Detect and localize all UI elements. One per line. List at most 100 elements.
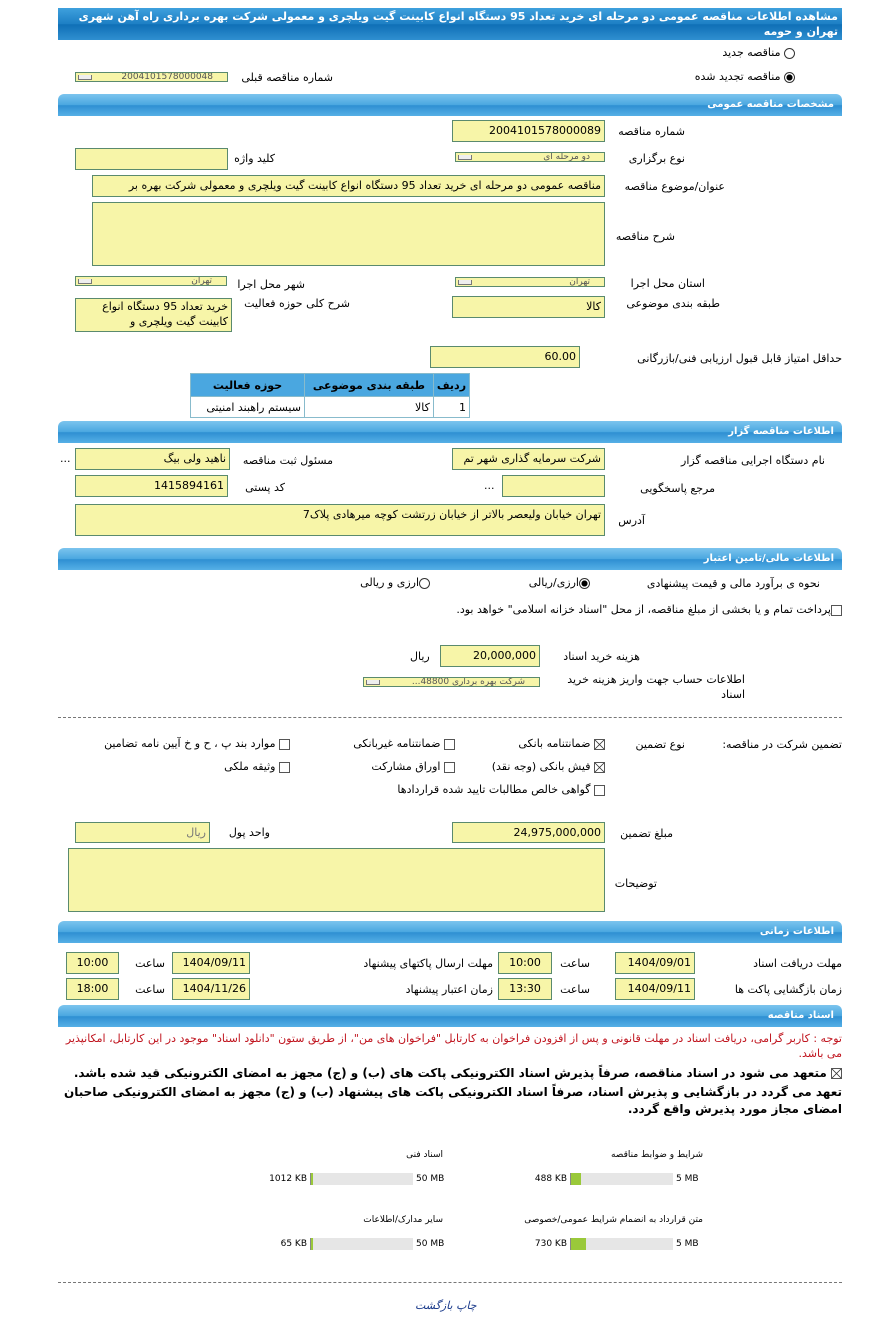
province-select[interactable]: تهران: [455, 277, 605, 287]
back-link[interactable]: بازگشت: [415, 1299, 453, 1312]
prev-number-select[interactable]: 2004101578000048: [75, 72, 228, 82]
keyword-field[interactable]: [75, 148, 228, 170]
checkbox-icon[interactable]: [279, 761, 290, 773]
doc-deadline-time[interactable]: 10:00: [498, 952, 552, 974]
holding-type-select[interactable]: دو مرحله ای: [455, 152, 605, 162]
validity-label: زمان اعتبار پیشنهاد: [405, 983, 493, 996]
radio-icon[interactable]: [784, 71, 795, 83]
unit-field[interactable]: ریال: [75, 822, 210, 843]
holding-type-label: نوع برگزاری: [628, 152, 685, 165]
org-field[interactable]: شرکت سرمایه گذاری شهر تم: [452, 448, 605, 470]
file-max: 5 MB: [676, 1239, 699, 1249]
option-label: گواهی خالص مطالبات تایید شده قراردادها: [397, 783, 591, 796]
doc-fee-currency: ریال: [410, 650, 430, 663]
subject-field[interactable]: مناقصه عمومی دو مرحله ای خرید تعداد 95 د…: [92, 175, 605, 197]
treasury-text: پرداخت تمام و یا بخشی از مبلغ مناقصه، از…: [456, 603, 831, 616]
account-select[interactable]: شرکت بهره برداری 48800...: [363, 677, 540, 687]
city-label: شهر محل اجرا: [237, 278, 305, 291]
reference-more-button[interactable]: ...: [484, 479, 495, 492]
file-label: شرایط و ضوابط مناقصه: [610, 1150, 703, 1160]
documents-notice: توجه : کاربر گرامی، دریافت اسناد در مهلت…: [65, 1032, 842, 1060]
treasury-checkbox[interactable]: پرداخت تمام و یا بخشی از مبلغ مناقصه، از…: [322, 602, 842, 618]
file-max: 5 MB: [676, 1174, 699, 1184]
submit-date[interactable]: 1404/09/11: [172, 952, 250, 974]
registrar-field[interactable]: ناهید ولی بیگ: [75, 448, 230, 470]
cell: سیستم راهبند امنیتی: [190, 396, 305, 418]
activity-field[interactable]: خرید تعداد 95 دستگاه انواع کابینت گیت وی…: [75, 298, 232, 332]
guarantee-option[interactable]: ضمانتنامه غیربانکی: [353, 737, 455, 750]
account-label: اطلاعات حساب جهت واریز هزینه خرید اسناد: [567, 673, 745, 701]
guarantee-option[interactable]: فیش بانکی (وجه نقد): [492, 760, 605, 773]
opening-time[interactable]: 13:30: [498, 978, 552, 1000]
checkbox-icon[interactable]: [444, 738, 455, 750]
category-label: طبقه بندی موضوعی: [626, 297, 720, 310]
checkbox-icon[interactable]: [594, 761, 605, 773]
option-label: ضمانتنامه غیربانکی: [353, 737, 441, 750]
file-max: 50 MB: [416, 1174, 445, 1184]
radio-renewed-tender[interactable]: مناقصه تجدید شده: [695, 70, 795, 83]
description-label: شرح مناقصه: [615, 230, 675, 243]
section-documents: اسناد مناقصه: [58, 1005, 842, 1027]
file-size-fill: [311, 1238, 313, 1250]
doc-fee-label: هزینه خرید اسناد: [563, 650, 640, 663]
radio-icon[interactable]: [784, 47, 795, 59]
org-label: نام دستگاه اجرایی مناقصه گزار: [681, 454, 825, 467]
checkbox-icon[interactable]: [444, 761, 455, 773]
category-field[interactable]: کالا: [452, 296, 605, 318]
guarantee-option[interactable]: گواهی خالص مطالبات تایید شده قراردادها: [397, 783, 605, 796]
city-select[interactable]: تهران: [75, 276, 227, 286]
commitment-text: متعهد می شود در اسناد مناقصه، صرفاً پذیر…: [73, 1066, 827, 1080]
subject-label: عنوان/موضوع مناقصه: [624, 180, 725, 193]
submit-label: مهلت ارسال پاکتهای پیشنهاد: [363, 957, 493, 970]
province-label: استان محل اجرا: [630, 277, 705, 290]
min-score-field[interactable]: 60.00: [430, 346, 580, 368]
file-label: اسناد فنی: [406, 1150, 443, 1160]
cell: 1: [432, 396, 471, 418]
checkbox-icon[interactable]: [279, 738, 290, 750]
guarantee-option[interactable]: وثیقه ملکی: [224, 760, 290, 773]
divider: [58, 717, 842, 718]
validity-time[interactable]: 18:00: [66, 978, 119, 1000]
reference-field[interactable]: [502, 475, 605, 497]
file-size: 65 KB: [280, 1239, 307, 1249]
section-finance: اطلاعات مالی/تامین اعتبار: [58, 548, 842, 570]
file-max: 50 MB: [416, 1239, 445, 1249]
doc-fee-field[interactable]: 20,000,000: [440, 645, 540, 667]
radio-icon[interactable]: [579, 577, 590, 589]
file-size-fill: [311, 1173, 314, 1185]
tender-number-field[interactable]: 2004101578000089: [452, 120, 605, 142]
radio-currency-rial[interactable]: ارزی و ریالی: [360, 576, 430, 589]
prev-number-label: شماره مناقصه قبلی: [241, 71, 333, 84]
radio-new-tender[interactable]: مناقصه جدید: [722, 46, 795, 59]
guarantee-amount-field[interactable]: 24,975,000,000: [452, 822, 605, 843]
validity-date[interactable]: 1404/11/26: [172, 978, 250, 1000]
commitment-2: تعهد می گردد در بازگشایی و پذیرش اسناد، …: [63, 1085, 842, 1116]
print-link[interactable]: چاپ: [456, 1299, 477, 1312]
time-label: ساعت: [135, 957, 165, 970]
checkbox-icon[interactable]: [831, 604, 842, 616]
radio-rial[interactable]: ارزی/ریالی: [529, 576, 590, 589]
doc-deadline-label: مهلت دریافت اسناد: [753, 957, 842, 970]
guarantee-option[interactable]: موارد بند پ ، ح و خ آیین نامه تضامین: [104, 737, 290, 750]
notes-field[interactable]: [68, 848, 605, 912]
registrar-more-button[interactable]: ...: [60, 452, 71, 465]
time-label: ساعت: [560, 957, 590, 970]
submit-time[interactable]: 10:00: [66, 952, 119, 974]
guarantee-option[interactable]: ضمانتنامه بانکی: [518, 737, 605, 750]
col-activity: حوزه فعالیت: [190, 373, 305, 397]
description-field[interactable]: [92, 202, 605, 266]
opening-date[interactable]: 1404/09/11: [615, 978, 695, 1000]
checkbox-icon[interactable]: [594, 738, 605, 750]
radio-icon[interactable]: [419, 577, 430, 589]
guarantee-label: تضمین شرکت در مناقصه:: [722, 738, 842, 751]
documents-text: توجه : کاربر گرامی، دریافت اسناد در مهلت…: [58, 1031, 842, 1118]
commitment-1: متعهد می شود در اسناد مناقصه، صرفاً پذیر…: [58, 1065, 842, 1082]
radio-label: مناقصه جدید: [722, 46, 781, 59]
address-field[interactable]: تهران خیابان ولیعصر بالاتر از خیابان زرت…: [75, 504, 605, 536]
option-label: فیش بانکی (وجه نقد): [491, 760, 591, 773]
postal-field[interactable]: 1415894161: [75, 475, 228, 497]
file-size-fill: [571, 1173, 581, 1185]
doc-deadline-date[interactable]: 1404/09/01: [615, 952, 695, 974]
guarantee-option[interactable]: اوراق مشارکت: [371, 760, 455, 773]
checkbox-icon[interactable]: [594, 784, 605, 796]
